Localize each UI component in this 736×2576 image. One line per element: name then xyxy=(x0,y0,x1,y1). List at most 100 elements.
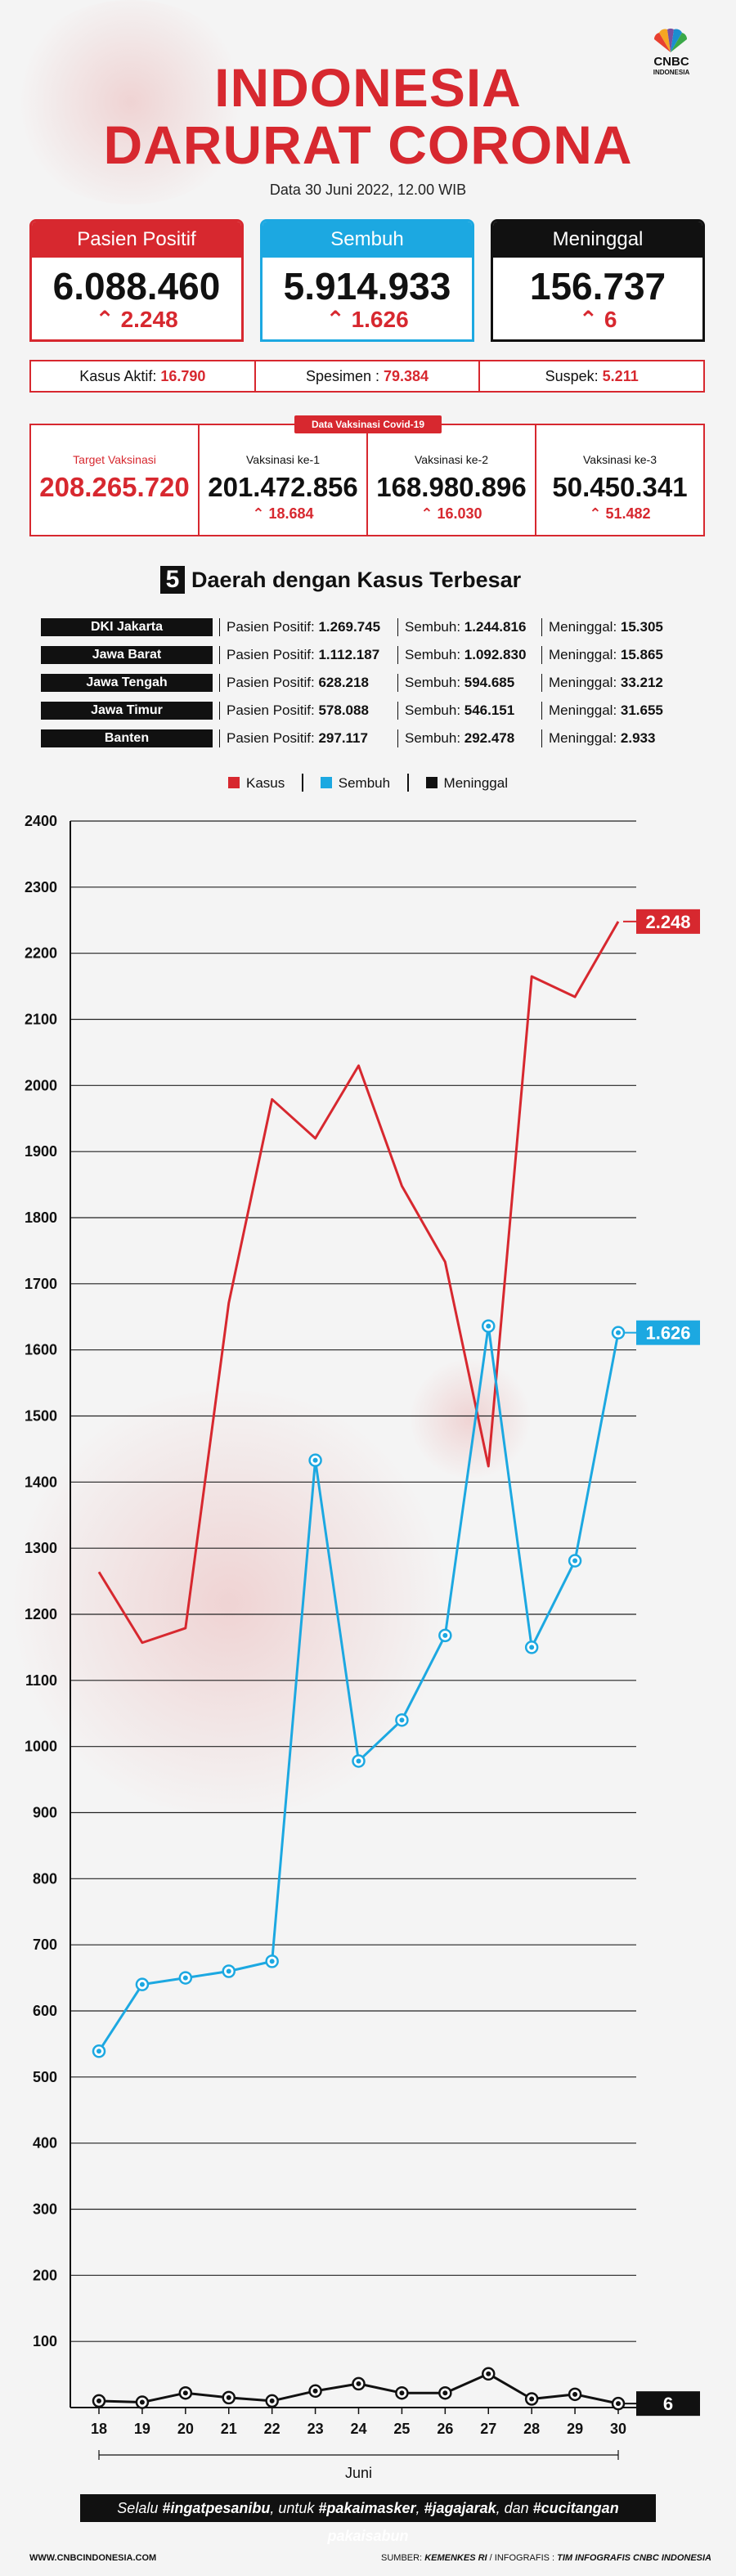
y-tick-label: 1200 xyxy=(25,1606,57,1622)
data-point-dot xyxy=(139,2399,145,2405)
y-tick-label: 2400 xyxy=(25,813,57,829)
data-point-dot xyxy=(182,1975,188,1981)
regions-table: DKI Jakarta Pasien Positif: 1.269.745 Semb… xyxy=(41,615,720,754)
x-tick-label: 29 xyxy=(567,2421,583,2437)
end-label-box xyxy=(636,2391,700,2417)
footer-site: WWW.CNBCINDONESIA.COM xyxy=(29,2553,157,2563)
region-deaths-value: 2.933 xyxy=(620,730,656,746)
x-tick-label: 23 xyxy=(307,2421,324,2437)
end-label: 2.248 xyxy=(645,912,690,932)
y-tick-label: 2100 xyxy=(25,1012,57,1028)
region-recovered-value: 292.478 xyxy=(464,730,515,746)
y-tick-label: 1500 xyxy=(25,1408,57,1425)
peacock-icon xyxy=(653,28,688,52)
region-recovered: Sembuh: 594.685 xyxy=(397,674,514,692)
region-positive-value: 1.112.187 xyxy=(318,647,380,662)
region-recovered-value: 594.685 xyxy=(464,675,515,690)
double-chevron-up-icon: ⌃ xyxy=(589,505,602,522)
deaths-stat-change: ⌃ 6 xyxy=(493,307,702,333)
region-deaths: Meninggal: 31.655 xyxy=(541,702,663,720)
y-tick-label: 300 xyxy=(33,2201,57,2218)
dose3-change-value: 51.482 xyxy=(605,505,651,522)
y-tick-label: 400 xyxy=(33,2135,57,2152)
vaccination-target-value: 208.265.720 xyxy=(39,472,190,502)
region-positive: Pasien Positif: 1.269.745 xyxy=(219,618,380,636)
y-tick-label: 1100 xyxy=(25,1672,57,1689)
region-deaths-label: Meninggal: xyxy=(549,647,621,662)
y-tick-label: 2200 xyxy=(25,945,57,962)
region-positive-label: Pasien Positif: xyxy=(227,675,319,690)
x-tick-label: 19 xyxy=(134,2421,150,2437)
series-line-kasus xyxy=(97,921,620,1645)
logo-subtext: INDONESIA xyxy=(653,69,690,76)
region-name: Jawa Barat xyxy=(41,646,213,664)
x-tick-label: 30 xyxy=(610,2421,626,2437)
dose2-change: ⌃ 16.030 xyxy=(368,505,535,523)
x-tick-label: 28 xyxy=(523,2421,540,2437)
data-point-dot xyxy=(486,1323,491,1329)
dose1-change-value: 18.684 xyxy=(268,505,314,522)
data-point-dot xyxy=(226,2394,231,2400)
x-tick-label: 18 xyxy=(91,2421,107,2437)
deaths-stat-card: Meninggal 156.737 ⌃ 6 xyxy=(491,219,705,342)
footer-source: SUMBER: KEMENKES RI / INFOGRAFIS : TIM I… xyxy=(381,2553,711,2563)
dose2-label: Vaksinasi ke-2 xyxy=(414,453,488,466)
footer-source-value: KEMENKES RI xyxy=(424,2553,487,2563)
page-subtitle: Data 30 Juni 2022, 12.00 WIB xyxy=(269,182,467,198)
chart-legend: Kasus Sembuh Meninggal xyxy=(0,774,736,792)
y-tick-label: 1000 xyxy=(25,1739,57,1755)
footnote-hashtag: #cucitangan pakaisabun xyxy=(327,2500,619,2544)
dose3-change: ⌃ 51.482 xyxy=(536,505,703,523)
deaths-change-value: 6 xyxy=(604,307,617,332)
region-row: Banten Pasien Positif: 297.117 Sembuh: 292… xyxy=(41,726,720,754)
y-tick-label: 1800 xyxy=(25,1209,57,1226)
positive-stat-value: 6.088.460 xyxy=(52,265,221,307)
footer-credit-label: / INFOGRAFIS : xyxy=(487,2553,558,2563)
legend-label: Kasus xyxy=(246,775,285,791)
region-recovered-label: Sembuh: xyxy=(405,619,464,635)
region-recovered: Sembuh: 1.092.830 xyxy=(397,646,526,664)
specimen-label: Spesimen : xyxy=(305,368,384,384)
legend-label: Sembuh xyxy=(338,775,391,791)
positive-stat-label: Pasien Positif xyxy=(32,222,241,258)
y-tick-label: 800 xyxy=(33,1870,57,1887)
end-label: 1.626 xyxy=(645,1323,690,1344)
region-recovered-label: Sembuh: xyxy=(405,647,464,662)
y-tick-label: 600 xyxy=(33,2003,57,2019)
y-tick-label: 700 xyxy=(33,1936,57,1953)
region-deaths-value: 31.655 xyxy=(620,702,663,718)
dose2-change-value: 16.030 xyxy=(437,505,482,522)
data-point-dot xyxy=(269,2398,275,2403)
x-tick-label: 27 xyxy=(480,2421,496,2437)
region-row: Jawa Timur Pasien Positif: 578.088 Sembuh:… xyxy=(41,698,720,726)
data-point-dot xyxy=(96,2049,101,2054)
footnote-text: Selalu xyxy=(117,2500,163,2516)
region-name: Banten xyxy=(41,729,213,747)
y-tick-label: 1400 xyxy=(25,1474,57,1490)
line-chart: 100 200 300 400 500 600 700 800 900 1000 1100 1200 1… xyxy=(25,813,700,2478)
dose1-value: 201.472.856 xyxy=(208,472,358,502)
vaccination-panel: Target Vaksinasi 208.265.720 Vaksinasi k… xyxy=(29,424,705,536)
region-positive-label: Pasien Positif: xyxy=(227,619,319,635)
series-line-sembuh xyxy=(97,1325,620,2053)
data-point-dot xyxy=(616,2401,621,2407)
region-recovered-label: Sembuh: xyxy=(405,702,464,718)
y-tick-label: 1700 xyxy=(25,1276,57,1292)
active-cases-label: Kasus Aktif: xyxy=(79,368,161,384)
x-tick-label: 21 xyxy=(221,2421,237,2437)
recovered-stat-card: Sembuh 5.914.933 ⌃ 1.626 xyxy=(260,219,474,342)
y-tick-label: 100 xyxy=(33,2333,57,2349)
region-row: Jawa Tengah Pasien Positif: 628.218 Sembuh… xyxy=(41,671,720,698)
legend-item-meninggal: Meninggal xyxy=(425,775,508,792)
x-tick-label: 26 xyxy=(437,2421,453,2437)
double-chevron-up-icon: ⌃ xyxy=(252,505,265,522)
deaths-stat-value: 156.737 xyxy=(529,265,666,307)
region-deaths-value: 33.212 xyxy=(620,675,663,690)
footnote-hashtag: #pakaimasker xyxy=(318,2500,416,2516)
positive-change-value: 2.248 xyxy=(120,307,178,332)
region-positive: Pasien Positif: 297.117 xyxy=(219,729,368,747)
data-point-dot xyxy=(572,1558,578,1564)
region-recovered: Sembuh: 546.151 xyxy=(397,702,514,720)
active-cases: Kasus Aktif: 16.790 xyxy=(31,361,256,391)
region-deaths-label: Meninggal: xyxy=(549,702,621,718)
